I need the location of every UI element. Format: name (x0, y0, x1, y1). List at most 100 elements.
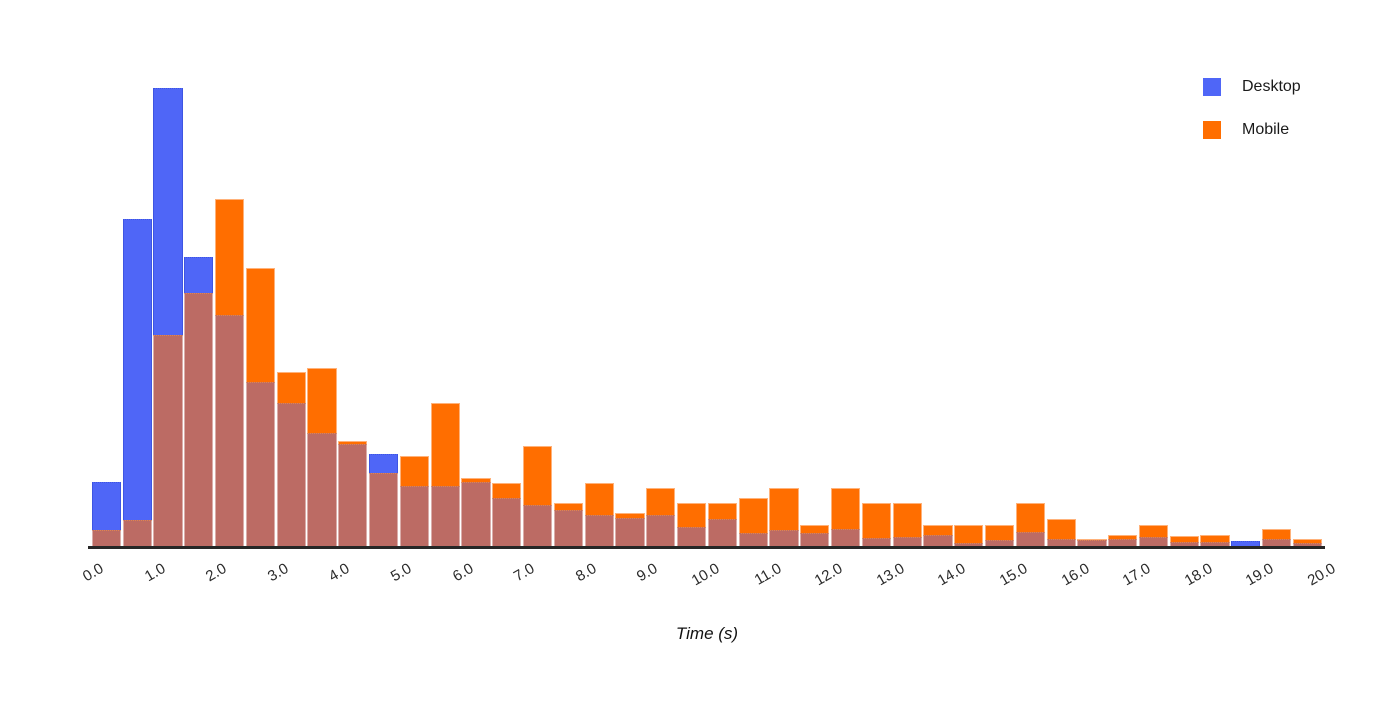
overlap-bar-segment (276, 403, 306, 546)
overlap-bar-segment (492, 498, 522, 546)
histogram-bin-37 (1230, 88, 1261, 546)
x-tick-label-20.0: 20.0 (1304, 560, 1339, 590)
overlap-bar-segment (1262, 539, 1292, 546)
legend-item-mobile[interactable]: Mobile (1203, 121, 1301, 139)
histogram-bin-15 (553, 88, 584, 546)
histogram-bin-7 (307, 88, 338, 546)
overlap-bar-segment (553, 510, 583, 546)
histogram-bin-22 (769, 88, 800, 546)
desktop-bar-segment (122, 219, 152, 520)
histogram-bin-17 (615, 88, 646, 546)
desktop-bar-segment (91, 482, 121, 530)
x-tick-label-13.0: 13.0 (873, 560, 908, 590)
overlap-bar-segment (984, 540, 1015, 546)
x-tick-label-18.0: 18.0 (1181, 560, 1216, 590)
histogram-bin-28 (953, 88, 984, 546)
x-tick-label-14.0: 14.0 (935, 560, 969, 590)
x-tick-label-15.0: 15.0 (996, 560, 1031, 590)
x-tick-label-9.0: 9.0 (634, 560, 661, 586)
histogram-bin-25 (861, 88, 892, 546)
overlap-bar-segment (245, 382, 275, 546)
mobile-bar-segment (1077, 539, 1107, 540)
x-tick-label-5.0: 5.0 (387, 560, 415, 586)
mobile-bar-segment (307, 368, 337, 433)
histogram-bin-10 (399, 88, 430, 546)
mobile-bar-segment (676, 503, 707, 527)
overlap-bar-segment (923, 535, 953, 546)
mobile-bar-segment (338, 441, 368, 444)
mobile-bar-segment (1138, 525, 1169, 537)
histogram-bin-29 (984, 88, 1015, 546)
mobile-bar-segment (1262, 529, 1292, 539)
x-tick-label-4.0: 4.0 (326, 560, 353, 586)
overlap-bar-segment (153, 335, 183, 546)
overlap-bar-segment (1138, 537, 1169, 546)
histogram-bin-6 (276, 88, 307, 546)
mobile-bar-segment (214, 199, 245, 315)
overlap-bar-segment (214, 315, 245, 546)
overlap-bar-segment (91, 530, 121, 546)
overlap-bar-segment (338, 444, 368, 546)
x-tick-label-16.0: 16.0 (1058, 560, 1093, 590)
x-tick-label-10.0: 10.0 (688, 560, 723, 590)
histogram-bin-20 (707, 88, 738, 546)
overlap-bar-segment (676, 527, 707, 546)
overlap-bar-segment (1015, 532, 1045, 546)
histogram-bin-11 (430, 88, 461, 546)
legend: Desktop Mobile (1203, 78, 1301, 139)
x-tick-label-19.0: 19.0 (1243, 560, 1277, 590)
overlap-bar-segment (861, 538, 891, 546)
overlap-bar-segment (584, 515, 614, 546)
mobile-bar-segment (954, 525, 984, 543)
histogram-bin-14 (522, 88, 553, 546)
histogram-bin-4 (214, 88, 245, 546)
x-axis-line (88, 546, 1325, 549)
histogram-bin-16 (584, 88, 615, 546)
histogram-bin-23 (799, 88, 830, 546)
mobile-bar-segment (1292, 539, 1323, 543)
histogram-bin-31 (1046, 88, 1077, 546)
x-tick-label-6.0: 6.0 (449, 560, 477, 586)
histogram-bin-34 (1138, 88, 1169, 546)
overlap-bar-segment (646, 515, 676, 546)
overlap-bar-segment (368, 473, 399, 546)
mobile-bar-segment (707, 503, 737, 519)
x-tick-label-12.0: 12.0 (811, 560, 846, 590)
overlap-bar-segment (307, 433, 337, 546)
x-tick-label-0.0: 0.0 (79, 560, 107, 586)
overlap-bar-segment (1200, 542, 1230, 546)
histogram-bin-8 (337, 88, 368, 546)
overlap-bar-segment (522, 505, 553, 546)
histogram-bin-35 (1169, 88, 1200, 546)
plot-area (91, 88, 1323, 546)
mobile-bar-segment (892, 503, 922, 537)
overlap-bar-segment (430, 486, 460, 546)
x-tick-label-17.0: 17.0 (1119, 560, 1154, 590)
histogram-bin-2 (153, 88, 184, 546)
histogram-bin-39 (1292, 88, 1323, 546)
histogram-bin-12 (461, 88, 492, 546)
histogram-bin-26 (892, 88, 923, 546)
mobile-bar-segment (492, 483, 522, 498)
legend-label-desktop: Desktop (1242, 78, 1301, 95)
mobile-bar-segment (584, 483, 614, 515)
overlap-bar-segment (184, 293, 214, 546)
legend-item-desktop[interactable]: Desktop (1203, 78, 1301, 96)
x-tick-label-1.0: 1.0 (141, 560, 169, 586)
overlap-bar-segment (1108, 539, 1138, 546)
desktop-bar-segment (1231, 541, 1261, 546)
histogram-bin-1 (122, 88, 153, 546)
histogram-bin-36 (1200, 88, 1231, 546)
legend-label-mobile: Mobile (1242, 121, 1290, 138)
mobile-bar-segment (461, 478, 491, 482)
mobile-bar-segment (923, 525, 953, 535)
overlap-bar-segment (830, 529, 861, 546)
mobile-bar-segment (1108, 535, 1138, 539)
histogram-bin-30 (1015, 88, 1046, 546)
mobile-bar-segment (399, 456, 429, 486)
mobile-bar-segment (1200, 535, 1230, 542)
mobile-bar-segment (1046, 519, 1076, 539)
histogram-bin-5 (245, 88, 276, 546)
histogram-bin-0 (91, 88, 122, 546)
